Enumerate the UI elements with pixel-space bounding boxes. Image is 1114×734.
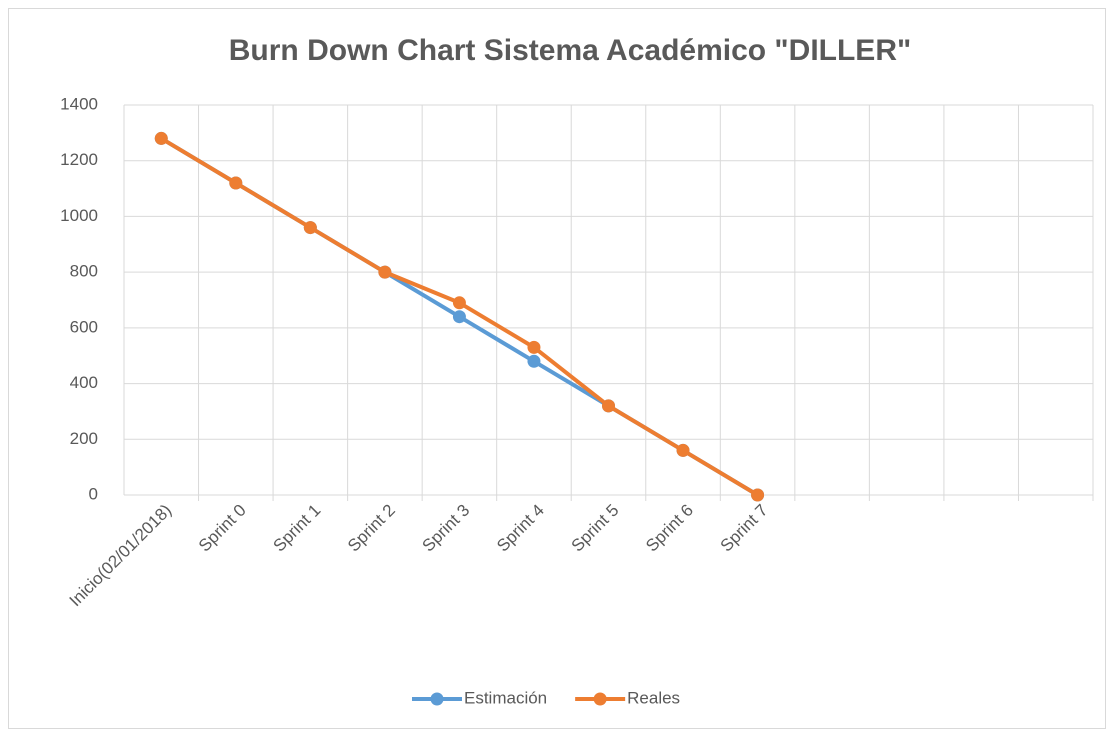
legend-label: Estimación <box>464 688 547 707</box>
y-tick-label: 1200 <box>60 150 98 169</box>
point <box>602 399 615 413</box>
point <box>527 354 541 368</box>
y-tick-label: 400 <box>70 373 98 392</box>
point <box>452 310 466 324</box>
y-tick-label: 1400 <box>60 94 98 113</box>
chart-title: Burn Down Chart Sistema Académico "DILLE… <box>229 34 911 67</box>
y-tick-label: 1000 <box>60 206 98 225</box>
y-tick-label: 0 <box>89 484 98 503</box>
point <box>303 221 317 235</box>
point <box>751 488 765 502</box>
y-tick-label: 600 <box>70 317 98 336</box>
point <box>378 265 392 279</box>
point <box>154 131 168 145</box>
y-tick-label: 200 <box>70 429 98 448</box>
point <box>527 340 541 354</box>
point <box>676 443 690 457</box>
legend-marker <box>430 692 444 706</box>
legend-label: Reales <box>627 688 680 707</box>
point <box>452 296 466 310</box>
point <box>229 176 243 190</box>
legend-marker <box>593 692 607 706</box>
y-tick-label: 800 <box>70 262 98 281</box>
chart-border <box>8 8 1106 729</box>
